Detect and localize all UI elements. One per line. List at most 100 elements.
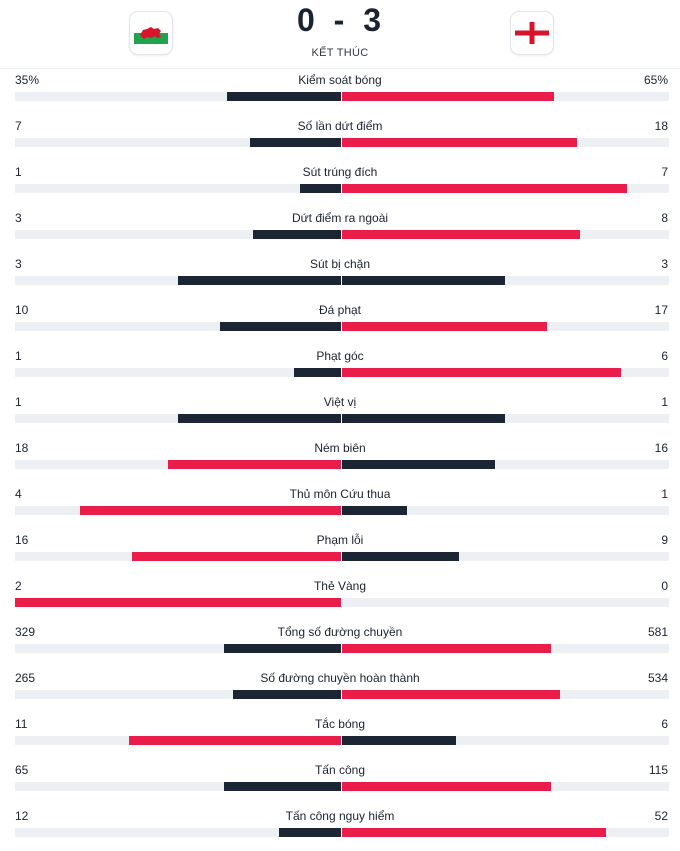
stat-bar-track bbox=[15, 460, 669, 469]
bar-center-divider bbox=[341, 782, 342, 791]
stat-label: Thủ môn Cứu thua bbox=[289, 487, 391, 501]
away-stat-bar bbox=[342, 368, 621, 377]
stat-label: Tấn công bbox=[314, 763, 366, 777]
away-stat-value: 1 bbox=[661, 487, 668, 501]
stat-label: Phạm lỗi bbox=[316, 533, 364, 547]
stat-row: 1 Sút trúng đích 7 bbox=[0, 161, 680, 207]
header-divider bbox=[0, 68, 680, 69]
bar-center-divider bbox=[341, 322, 342, 331]
stat-row: 3 Sút bị chặn 3 bbox=[0, 253, 680, 299]
bar-center-divider bbox=[341, 138, 342, 147]
home-stat-bar bbox=[227, 92, 341, 101]
stat-label: Ném biên bbox=[314, 441, 366, 455]
scoreline: 0 - 3 bbox=[0, 2, 680, 39]
stat-row: 65 Tấn công 115 bbox=[0, 759, 680, 805]
bar-center-divider bbox=[341, 460, 342, 469]
away-stat-value: 115 bbox=[648, 763, 668, 777]
home-stat-value: 265 bbox=[15, 671, 36, 685]
home-stat-value: 10 bbox=[15, 303, 29, 317]
england-flag-icon bbox=[515, 22, 549, 44]
home-stat-bar bbox=[132, 552, 341, 561]
home-stat-bar bbox=[224, 644, 341, 653]
away-score: 3 bbox=[363, 2, 384, 38]
stat-row: 12 Tấn công nguy hiểm 52 bbox=[0, 805, 680, 851]
stat-bar-track bbox=[15, 598, 669, 607]
home-stat-value: 18 bbox=[15, 441, 29, 455]
stat-row: 10 Đá phạt 17 bbox=[0, 299, 680, 345]
home-stat-value: 7 bbox=[15, 119, 22, 133]
stat-row: 2 Thẻ Vàng 0 bbox=[0, 575, 680, 621]
stat-bar-track bbox=[15, 782, 669, 791]
stat-bar-track bbox=[15, 552, 669, 561]
match-status: KẾT THÚC bbox=[311, 47, 369, 59]
stat-bar-track bbox=[15, 184, 669, 193]
bar-center-divider bbox=[341, 276, 342, 285]
stat-label: Tổng số đường chuyền bbox=[277, 625, 403, 639]
home-stat-bar bbox=[300, 184, 341, 193]
stat-row: 1 Phạt góc 6 bbox=[0, 345, 680, 391]
away-stat-bar bbox=[342, 828, 606, 837]
away-stat-bar bbox=[342, 644, 551, 653]
home-stat-bar bbox=[178, 276, 341, 285]
home-stat-value: 2 bbox=[15, 579, 22, 593]
home-stat-value: 16 bbox=[15, 533, 29, 547]
stat-label: Tấn công nguy hiểm bbox=[285, 809, 395, 823]
bar-center-divider bbox=[341, 184, 342, 193]
away-stat-value: 6 bbox=[661, 349, 668, 363]
stat-bar-track bbox=[15, 644, 669, 653]
bar-center-divider bbox=[341, 598, 342, 607]
home-stat-value: 329 bbox=[15, 625, 36, 639]
away-team-flag[interactable] bbox=[511, 12, 553, 54]
home-stat-value: 11 bbox=[15, 717, 28, 731]
stat-row: 3 Dứt điểm ra ngoài 8 bbox=[0, 207, 680, 253]
home-stat-value: 35% bbox=[15, 73, 40, 87]
home-stat-bar bbox=[253, 230, 341, 239]
stat-label: Sút bị chặn bbox=[309, 257, 371, 271]
stat-row: 11 Tắc bóng 6 bbox=[0, 713, 680, 759]
home-stat-bar bbox=[178, 414, 341, 423]
away-stat-bar bbox=[342, 230, 580, 239]
away-stat-bar bbox=[342, 92, 554, 101]
bar-center-divider bbox=[341, 644, 342, 653]
away-stat-value: 581 bbox=[647, 625, 668, 639]
home-stat-bar bbox=[129, 736, 341, 745]
home-stat-bar bbox=[15, 598, 341, 607]
stat-label: Số đường chuyền hoàn thành bbox=[260, 671, 420, 685]
away-stat-value: 18 bbox=[654, 119, 668, 133]
stat-label: Sút trúng đích bbox=[302, 165, 378, 179]
away-stat-bar bbox=[342, 552, 459, 561]
bar-center-divider bbox=[341, 368, 342, 377]
away-stat-value: 0 bbox=[661, 579, 668, 593]
away-stat-value: 6 bbox=[661, 717, 668, 731]
home-stat-bar bbox=[220, 322, 341, 331]
stat-label: Dứt điểm ra ngoài bbox=[291, 211, 389, 225]
stat-bar-track bbox=[15, 506, 669, 515]
stat-row: 329 Tổng số đường chuyền 581 bbox=[0, 621, 680, 667]
away-stat-value: 9 bbox=[661, 533, 668, 547]
away-stat-bar bbox=[342, 276, 505, 285]
home-stat-bar bbox=[80, 506, 341, 515]
away-stat-value: 7 bbox=[661, 165, 668, 179]
home-score: 0 bbox=[296, 2, 317, 38]
stat-label: Số lần dứt điểm bbox=[297, 119, 383, 133]
stat-label: Việt vị bbox=[323, 395, 357, 409]
bar-center-divider bbox=[341, 506, 342, 515]
stat-label: Thẻ Vàng bbox=[313, 579, 367, 593]
away-stat-value: 3 bbox=[661, 257, 668, 271]
stat-row: 7 Số lần dứt điểm 18 bbox=[0, 115, 680, 161]
stat-bar-track bbox=[15, 368, 669, 377]
match-header: 0 - 3 KẾT THÚC bbox=[0, 0, 680, 68]
away-stat-bar bbox=[342, 460, 495, 469]
stat-bar-track bbox=[15, 414, 669, 423]
away-stat-bar bbox=[342, 414, 505, 423]
stat-label: Đá phạt bbox=[318, 303, 362, 317]
home-stat-bar bbox=[168, 460, 341, 469]
away-stat-bar bbox=[342, 736, 456, 745]
home-team-flag[interactable] bbox=[130, 12, 172, 54]
home-stat-value: 1 bbox=[15, 165, 22, 179]
stat-bar-track bbox=[15, 690, 669, 699]
stat-label: Kiểm soát bóng bbox=[298, 73, 382, 87]
away-stat-bar bbox=[342, 322, 547, 331]
stat-row: 16 Phạm lỗi 9 bbox=[0, 529, 680, 575]
away-stat-bar bbox=[342, 138, 577, 147]
